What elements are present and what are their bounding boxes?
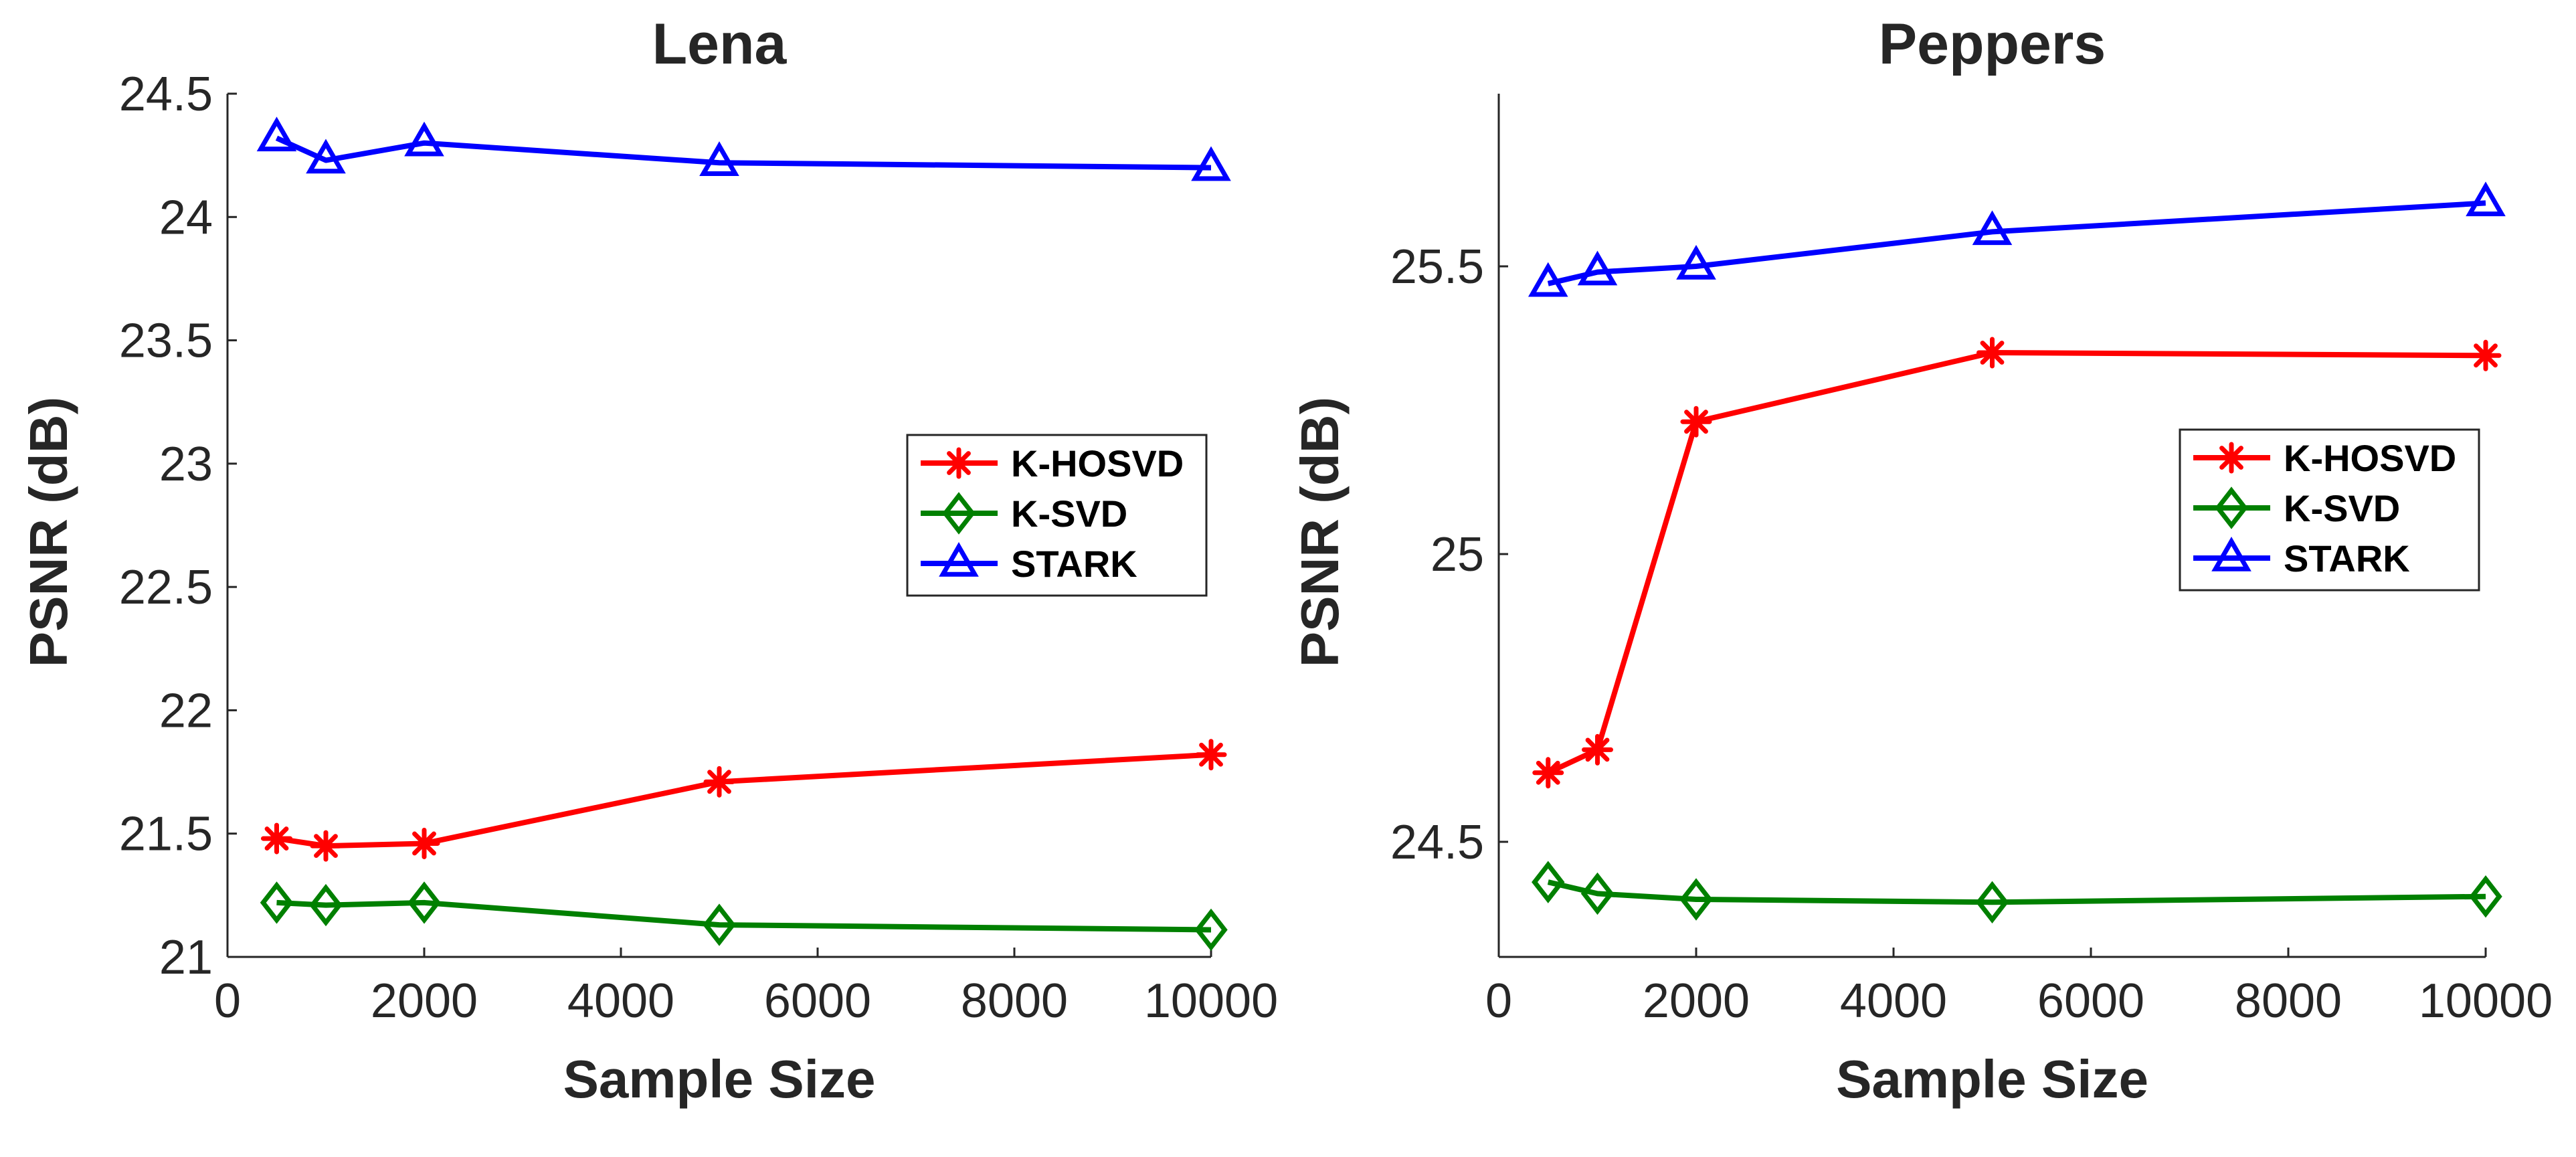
y-tick-label: 22 — [159, 684, 213, 737]
legend-entry: K-SVD — [2193, 486, 2400, 529]
data-point — [306, 139, 346, 174]
y-axis-label: PSNR (dB) — [1290, 397, 1350, 667]
data-point — [1532, 861, 1565, 903]
data-point — [1976, 337, 2008, 369]
data-point — [1191, 146, 1231, 181]
y-tick-label: 24.5 — [119, 68, 213, 121]
x-tick-label: 6000 — [764, 974, 871, 1028]
legend-label: K-SVD — [2284, 487, 2400, 529]
chart-title: Lena — [652, 12, 788, 76]
legend-label: STARK — [2284, 537, 2410, 580]
series-line — [1547, 879, 2486, 905]
legend: K-HOSVD K-SVD STARK — [2179, 428, 2480, 592]
data-point — [1577, 250, 1618, 286]
chart-title: Peppers — [1879, 12, 2106, 76]
data-point — [1582, 733, 1613, 766]
y-tick-label: 24.5 — [1390, 816, 1484, 869]
data-point — [309, 883, 343, 927]
x-axis-label: Sample Size — [563, 1049, 876, 1109]
legend-label: K-HOSVD — [2284, 437, 2456, 479]
data-point — [1972, 210, 2013, 246]
x-tick-label: 10000 — [2419, 974, 2553, 1028]
legend-entry: K-SVD — [921, 492, 1127, 535]
legend-marker — [2215, 442, 2247, 474]
x-tick-label: 0 — [1485, 974, 1512, 1028]
legend-marker — [943, 447, 975, 479]
data-point — [1975, 881, 2009, 923]
y-axis-label: PSNR (dB) — [19, 397, 78, 667]
x-tick-label: 4000 — [567, 974, 674, 1028]
data-point — [1195, 739, 1227, 771]
y-tick-label: 21.5 — [119, 808, 213, 861]
series-k-hosvd — [1532, 337, 2502, 789]
data-point — [256, 116, 297, 152]
x-tick-label: 4000 — [1840, 974, 1947, 1028]
data-point — [1532, 757, 1564, 789]
data-point — [1680, 406, 1712, 438]
data-point — [408, 827, 440, 859]
data-point — [1194, 908, 1228, 952]
series-stark — [1528, 181, 2506, 297]
y-tick-label: 25 — [1431, 528, 1484, 582]
legend-marker — [2211, 536, 2251, 571]
data-point — [1676, 244, 1716, 280]
data-point — [404, 121, 444, 157]
data-point — [2470, 339, 2502, 371]
y-tick-label: 23.5 — [119, 315, 213, 368]
data-point — [1580, 872, 1615, 915]
legend-label: K-HOSVD — [1011, 442, 1184, 484]
chart-1: 0 2000 4000 6000 8000 10000 21 21.5 22 22.5 23 23.5… — [19, 12, 1278, 1109]
series-k-hosvd — [261, 739, 1227, 862]
y-tick-label: 21 — [159, 931, 213, 984]
x-tick-label: 8000 — [961, 974, 1068, 1028]
legend-marker — [2215, 486, 2248, 529]
legend-entry: STARK — [921, 541, 1137, 585]
data-point — [260, 881, 294, 924]
x-tick-label: 0 — [214, 974, 241, 1028]
data-point — [407, 881, 441, 924]
chart-2: 0 2000 4000 6000 8000 10000 24.5 25 25.5 Peppers S… — [1290, 12, 2553, 1109]
series-k-svd — [260, 881, 1228, 952]
y-tick-label: 24 — [159, 191, 213, 244]
y-tick-label: 23 — [159, 438, 213, 491]
legend-entry: K-HOSVD — [921, 442, 1184, 484]
legend-marker — [939, 541, 979, 577]
legend-label: K-SVD — [1011, 493, 1127, 535]
legend-entry: K-HOSVD — [2193, 437, 2456, 479]
y-tick-label: 25.5 — [1390, 240, 1484, 294]
series-line — [276, 899, 1212, 933]
data-point — [310, 830, 342, 862]
series-line — [1547, 200, 2486, 286]
legend-marker — [942, 492, 976, 535]
data-point — [2469, 875, 2502, 918]
data-point — [703, 903, 736, 946]
data-point — [2466, 181, 2506, 217]
series-line — [276, 751, 1212, 849]
x-tick-label: 2000 — [371, 974, 478, 1028]
y-tick-label: 22.5 — [119, 561, 213, 614]
data-point — [1528, 262, 1568, 297]
x-tick-label: 2000 — [1643, 974, 1750, 1028]
legend: K-HOSVD K-SVD STARK — [906, 434, 1208, 597]
data-point — [699, 141, 739, 176]
data-point — [703, 766, 735, 798]
data-point — [1679, 878, 1713, 921]
legend-entry: STARK — [2193, 536, 2410, 580]
series-line — [275, 135, 1212, 171]
series-k-svd — [1532, 861, 2502, 923]
x-tick-label: 8000 — [2235, 974, 2342, 1028]
legend-label: STARK — [1011, 543, 1137, 585]
series-stark — [256, 116, 1231, 181]
x-axis-label: Sample Size — [1836, 1049, 2148, 1109]
x-tick-label: 6000 — [2037, 974, 2144, 1028]
data-point — [261, 822, 292, 855]
x-tick-label: 10000 — [1144, 974, 1278, 1028]
